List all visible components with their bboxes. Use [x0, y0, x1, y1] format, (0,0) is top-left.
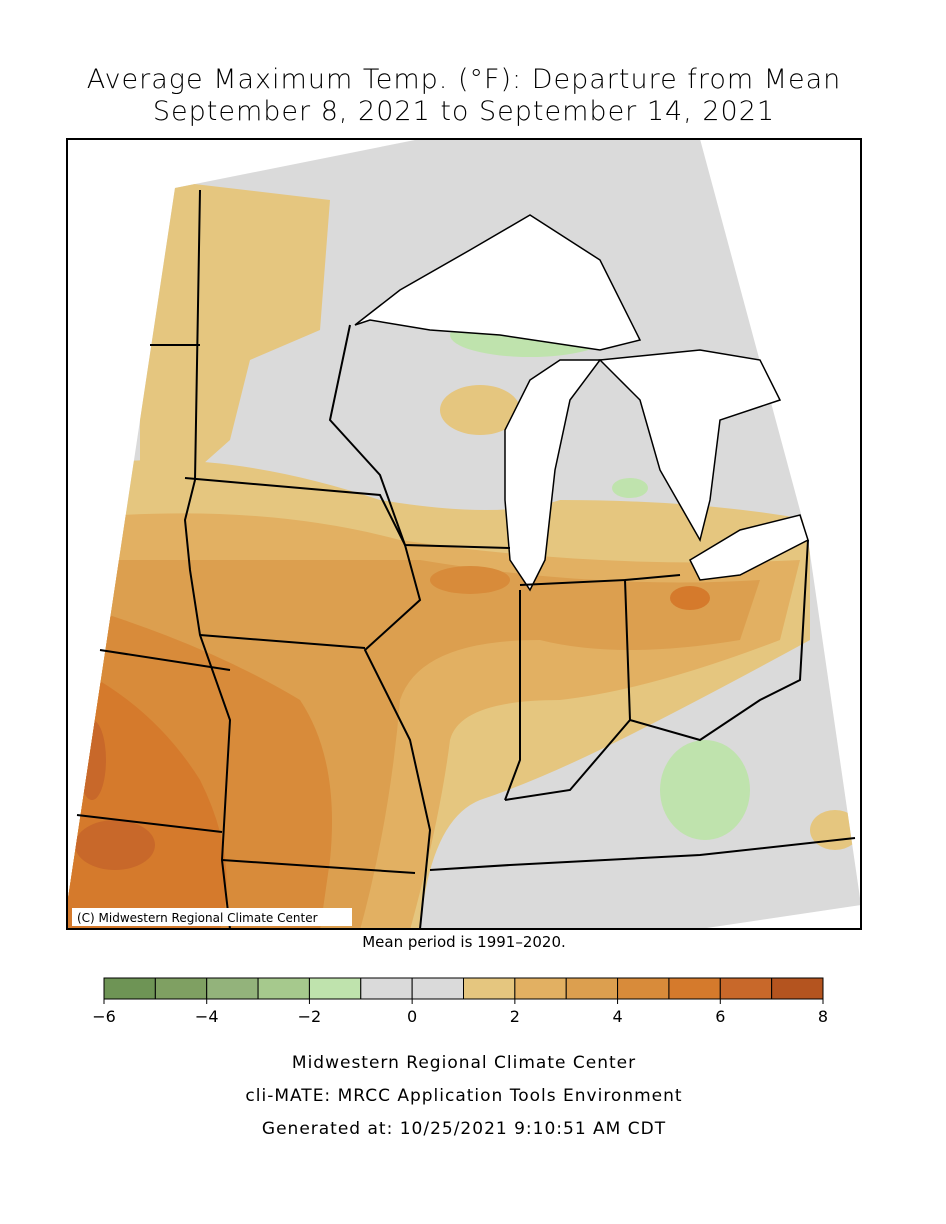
footer-line: Midwestern Regional Climate Center — [292, 1053, 636, 1073]
colorbar-bin — [308, 977, 362, 1000]
lake-huron — [598, 349, 782, 542]
colorbar-tick-label: 2 — [510, 1007, 520, 1026]
colorbar-bin — [154, 977, 208, 1000]
map-frame — [66, 138, 862, 930]
credit-box — [72, 908, 352, 926]
colorbar-bin — [206, 977, 259, 1000]
title-line: September 8, 2021 to September 14, 2021 — [153, 96, 775, 127]
colorbar-bin — [617, 977, 670, 1000]
colorbar-bin — [514, 977, 567, 1000]
colorbar-tick-label: 8 — [818, 1007, 828, 1026]
colorbar-tick-label: −2 — [298, 1007, 322, 1026]
title-line: Average Maximum Temp. (°F): Departure fr… — [87, 64, 842, 95]
footer-line: cli-MATE: MRCC Application Tools Environ… — [245, 1086, 682, 1106]
colorbar-bin — [103, 977, 156, 1000]
colorbar-bin — [771, 977, 824, 1000]
colorbar-bin — [719, 977, 773, 1000]
colorbar: −6 −4 −2 0 2 4 6 8 — [92, 977, 828, 1026]
state-lines — [76, 189, 856, 929]
footer-line: Generated at: 10/25/2021 9:10:51 AM CDT — [262, 1119, 666, 1139]
colorbar-bin — [668, 977, 721, 1000]
colorbar-tick-label: 0 — [407, 1007, 417, 1026]
colorbar-bin — [257, 977, 310, 1000]
mean-period-note: Mean period is 1991–2020. — [362, 933, 566, 951]
colorbar-bin — [463, 977, 516, 1000]
map: (C) Midwestern Regional Climate Center — [67, 139, 861, 929]
colorbar-tick-label: 4 — [612, 1007, 622, 1026]
map-credit: (C) Midwestern Regional Climate Center — [77, 911, 318, 925]
colorbar-tick-label: −4 — [195, 1007, 219, 1026]
colorbar-tick-label: 6 — [715, 1007, 725, 1026]
colorbar-bin — [565, 977, 619, 1000]
lake-superior — [354, 214, 642, 351]
colorbar-bin — [411, 977, 464, 1000]
lake-michigan — [504, 359, 602, 592]
colorbar-tick-label: −6 — [92, 1007, 116, 1026]
colorbar-bin — [360, 977, 413, 1000]
